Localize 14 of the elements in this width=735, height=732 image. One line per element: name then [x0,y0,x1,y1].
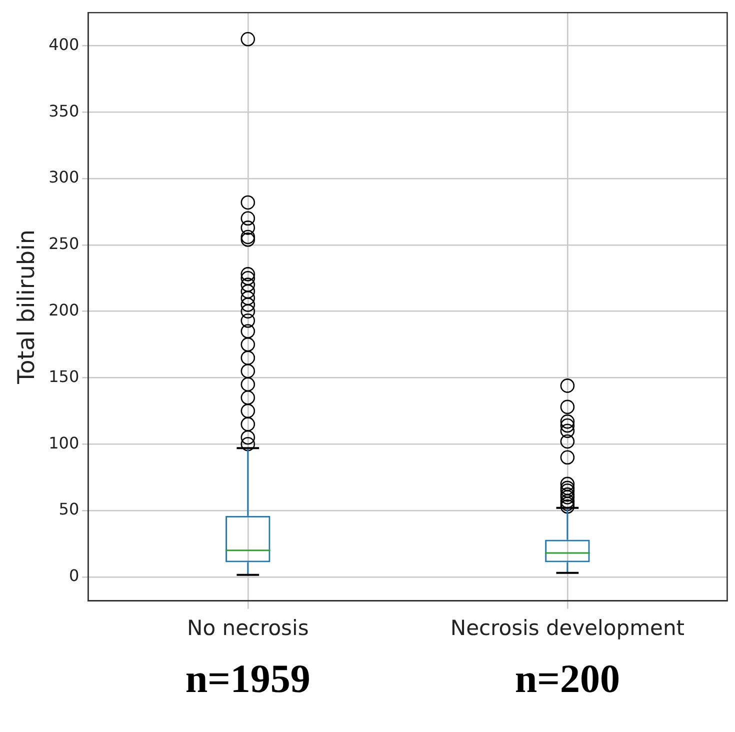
text: n=200 [514,655,620,702]
y-tick-label: 300 [48,168,80,187]
text: n=1959 [185,655,310,702]
y-axis-title: Total bilirubin [14,229,40,385]
y-tick-label: 0 [68,566,80,586]
y-tick-label: 150 [48,366,80,386]
y-tick-label: 50 [58,500,80,519]
y-tick-label: 400 [48,34,80,54]
y-tick-label: 250 [48,234,80,254]
x-tick-label: Necrosis development [450,616,684,640]
x-tick-label: No necrosis [187,616,309,640]
y-tick-label: 350 [48,101,80,120]
y-tick-label: 100 [48,433,80,452]
y-tick-label: 200 [48,300,80,320]
